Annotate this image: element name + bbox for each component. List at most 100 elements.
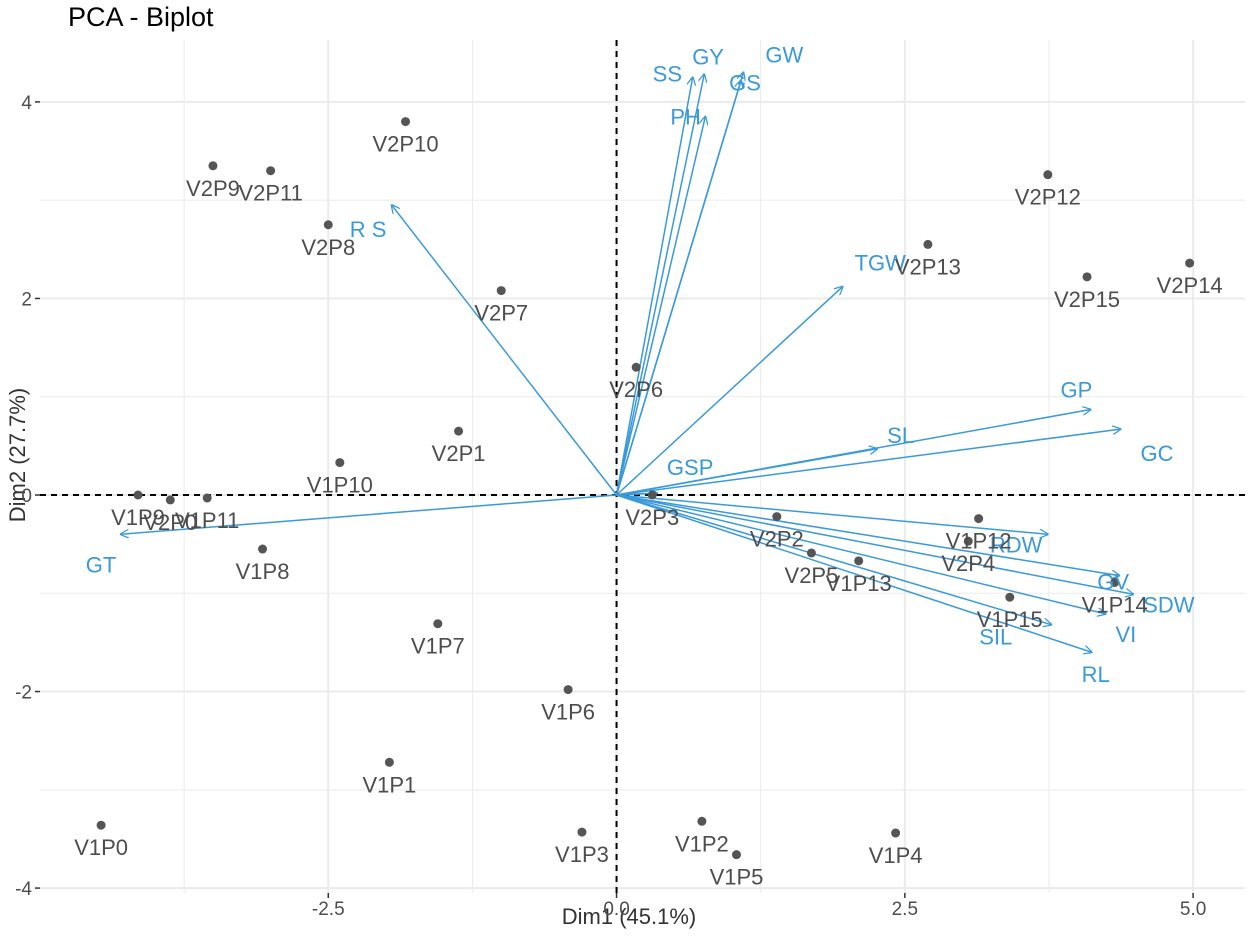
- variable-label: PH: [670, 105, 701, 130]
- individual-point: [1005, 592, 1015, 602]
- individual-label: V1P2: [675, 831, 729, 856]
- individual-label: V2P2: [750, 527, 804, 552]
- individual-point: [202, 493, 212, 503]
- variable-label: GV: [1097, 570, 1129, 595]
- variable-label: VI: [1115, 622, 1136, 647]
- individual-point: [891, 828, 901, 838]
- axis-ticks: -2.5 0.0 2.5 5.0 -4 -2 0 2 4: [15, 93, 1206, 920]
- individual-label: V2P9: [186, 176, 240, 201]
- individual-label: V1P10: [307, 473, 373, 498]
- individual-label: V2P10: [373, 132, 439, 157]
- individual-point: [165, 495, 175, 505]
- individual-point: [1082, 272, 1092, 282]
- individual-point: [1185, 258, 1195, 268]
- variable-label: GW: [765, 42, 803, 67]
- individual-label: V1P9: [111, 505, 165, 530]
- individual-point: [258, 544, 268, 554]
- individual-label: V1P6: [541, 700, 595, 725]
- individual-point: [401, 117, 411, 127]
- variable-label: TGW: [855, 251, 907, 276]
- variable-label: RL: [1082, 662, 1110, 687]
- variable-arrow: [616, 287, 843, 496]
- individual-point: [923, 239, 933, 249]
- individual-label: V1P8: [236, 559, 290, 584]
- variable-arrow: [615, 117, 706, 496]
- individual-label: V2P8: [301, 235, 355, 260]
- y-tick-label: -4: [15, 879, 32, 900]
- labels: GY GW SS GS PH R S TGW GP GC SL GSP GT RDW GV SDW VI SIL…: [74, 42, 1222, 889]
- individual-point: [335, 458, 345, 468]
- individual-label: V2P1: [432, 441, 486, 466]
- variable-label: R S: [350, 217, 387, 242]
- individual-label: V2P7: [474, 301, 528, 326]
- variable-arrow: [616, 494, 1052, 625]
- individual-point: [1110, 577, 1120, 587]
- x-tick-label: -2.5: [312, 899, 345, 920]
- individual-label: V1P3: [555, 842, 609, 867]
- x-tick-label: 2.5: [892, 899, 918, 920]
- variable-label: GS: [729, 70, 761, 95]
- individual-label: V1P4: [869, 843, 923, 868]
- individual-label: V2P6: [609, 377, 663, 402]
- individual-point: [631, 362, 641, 372]
- individual-point: [772, 512, 782, 522]
- individual-point: [697, 816, 707, 826]
- variable-label: GSP: [667, 455, 713, 480]
- y-tick-label: 2: [21, 289, 32, 310]
- variable-label: GY: [692, 44, 724, 69]
- individual-point: [963, 536, 973, 546]
- individual-point: [323, 220, 333, 230]
- individual-point: [806, 548, 816, 558]
- individual-point: [384, 757, 394, 767]
- variable-arrow: [616, 494, 1134, 594]
- individual-point: [731, 850, 741, 860]
- individual-point: [96, 820, 106, 830]
- y-tick-label: 0: [21, 486, 32, 507]
- individual-point: [577, 827, 587, 837]
- individual-label: V2P11: [238, 181, 302, 206]
- x-axis-label: Dim1 (45.1%): [561, 904, 697, 929]
- variable-label: GC: [1140, 441, 1173, 466]
- individual-label: V1P14: [1082, 592, 1148, 617]
- variable-arrow: [615, 80, 742, 496]
- individual-label: V1P7: [411, 634, 465, 659]
- individual-point: [496, 286, 506, 296]
- variable-label: SDW: [1143, 592, 1195, 617]
- individual-point: [266, 166, 276, 176]
- y-tick-label: -2: [15, 683, 32, 704]
- variable-label: RDW: [990, 532, 1043, 557]
- individual-label: V2P3: [625, 505, 679, 530]
- individual-label: V1P1: [362, 772, 416, 797]
- x-tick-label: 5.0: [1180, 899, 1206, 920]
- chart-title: PCA - Biplot: [68, 2, 214, 32]
- variable-label: SIL: [979, 625, 1012, 650]
- y-tick-label: 4: [21, 93, 32, 114]
- variable-arrow: [615, 74, 705, 496]
- individual-point: [563, 685, 573, 695]
- individual-point: [854, 556, 864, 566]
- variable-arrow: [616, 494, 1092, 652]
- individual-point: [433, 619, 443, 629]
- individual-label: V2P14: [1157, 273, 1223, 298]
- grid: [40, 40, 1245, 893]
- variable-label: GT: [86, 552, 117, 577]
- variable-arrow: [616, 494, 1048, 534]
- individual-point: [974, 514, 984, 524]
- individual-label: V2P5: [785, 563, 839, 588]
- individual-label: V2P4: [941, 551, 995, 576]
- individual-label: V2P15: [1054, 287, 1120, 312]
- individual-label: V2P0: [143, 510, 197, 535]
- individual-label: V1P11: [175, 508, 239, 533]
- variable-arrow: [616, 449, 878, 496]
- individual-label: V1P13: [826, 571, 892, 596]
- individual-label: V1P0: [74, 835, 128, 860]
- variable-label: GP: [1060, 378, 1092, 403]
- variable-arrow: [616, 494, 1120, 576]
- variable-arrow: [616, 494, 1106, 614]
- variable-arrow: [615, 77, 693, 496]
- individual-point: [454, 426, 464, 436]
- individual-point: [647, 490, 657, 500]
- individual-label: V2P13: [895, 254, 961, 279]
- individual-point: [133, 490, 143, 500]
